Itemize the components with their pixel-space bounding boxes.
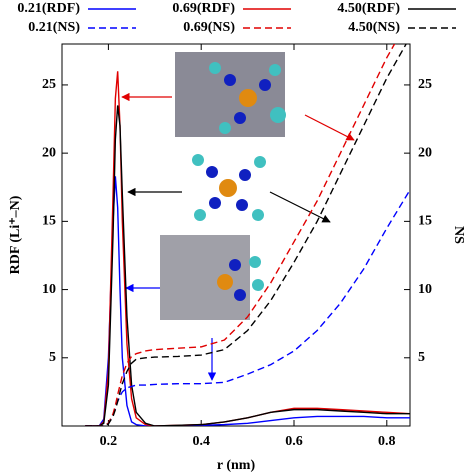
y2-tick-label: 25	[418, 77, 432, 92]
molecule-image	[175, 52, 286, 137]
x-axis-label: r (nm)	[217, 458, 256, 473]
molecule-image	[160, 235, 264, 320]
legend-label: 4.50(RDF)	[337, 1, 400, 16]
legend-label: 4.50(NS)	[348, 20, 400, 35]
y-tick-label: 15	[42, 214, 56, 229]
data-line	[85, 105, 410, 426]
legend-label: 0.21(RDF)	[17, 1, 80, 16]
x-tick-label: 0.4	[192, 434, 210, 449]
y-axis-label: RDF (Li⁺–N)	[8, 195, 23, 274]
data-line	[85, 44, 407, 426]
legend-label: 0.21(NS)	[28, 20, 80, 35]
plot-lines	[85, 44, 410, 426]
y-tick-label: 25	[42, 77, 56, 92]
y-tick-label: 20	[42, 145, 56, 160]
arrows	[121, 92, 355, 381]
y-tick-label: 5	[49, 350, 56, 365]
data-line	[85, 71, 410, 426]
legend-label: 0.69(RDF)	[172, 1, 235, 16]
data-line	[85, 44, 396, 426]
legend-label: 0.69(NS)	[183, 20, 235, 35]
y2-tick-label: 10	[418, 282, 432, 297]
x-tick-label: 0.2	[100, 434, 118, 449]
y-tick-label: 10	[42, 282, 56, 297]
y2-axis-label: NS	[451, 226, 466, 244]
x-tick-label: 0.8	[378, 434, 396, 449]
x-tick-label: 0.6	[285, 434, 303, 449]
y2-tick-label: 5	[418, 350, 425, 365]
y2-tick-label: 20	[418, 145, 432, 160]
plot-frame	[61, 43, 411, 427]
molecule-image	[192, 154, 266, 221]
y2-tick-label: 15	[418, 214, 432, 229]
